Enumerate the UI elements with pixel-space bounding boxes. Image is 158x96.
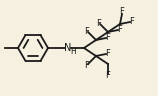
Text: F: F (85, 60, 89, 70)
Text: F: F (106, 72, 110, 81)
Text: F: F (120, 7, 125, 17)
Text: H: H (70, 48, 76, 57)
Text: F: F (130, 17, 134, 26)
Text: F: F (97, 19, 101, 27)
Text: F: F (85, 26, 89, 36)
Text: F: F (106, 34, 110, 43)
Text: F: F (106, 50, 110, 58)
Text: N: N (64, 43, 72, 53)
Text: F: F (118, 26, 122, 34)
